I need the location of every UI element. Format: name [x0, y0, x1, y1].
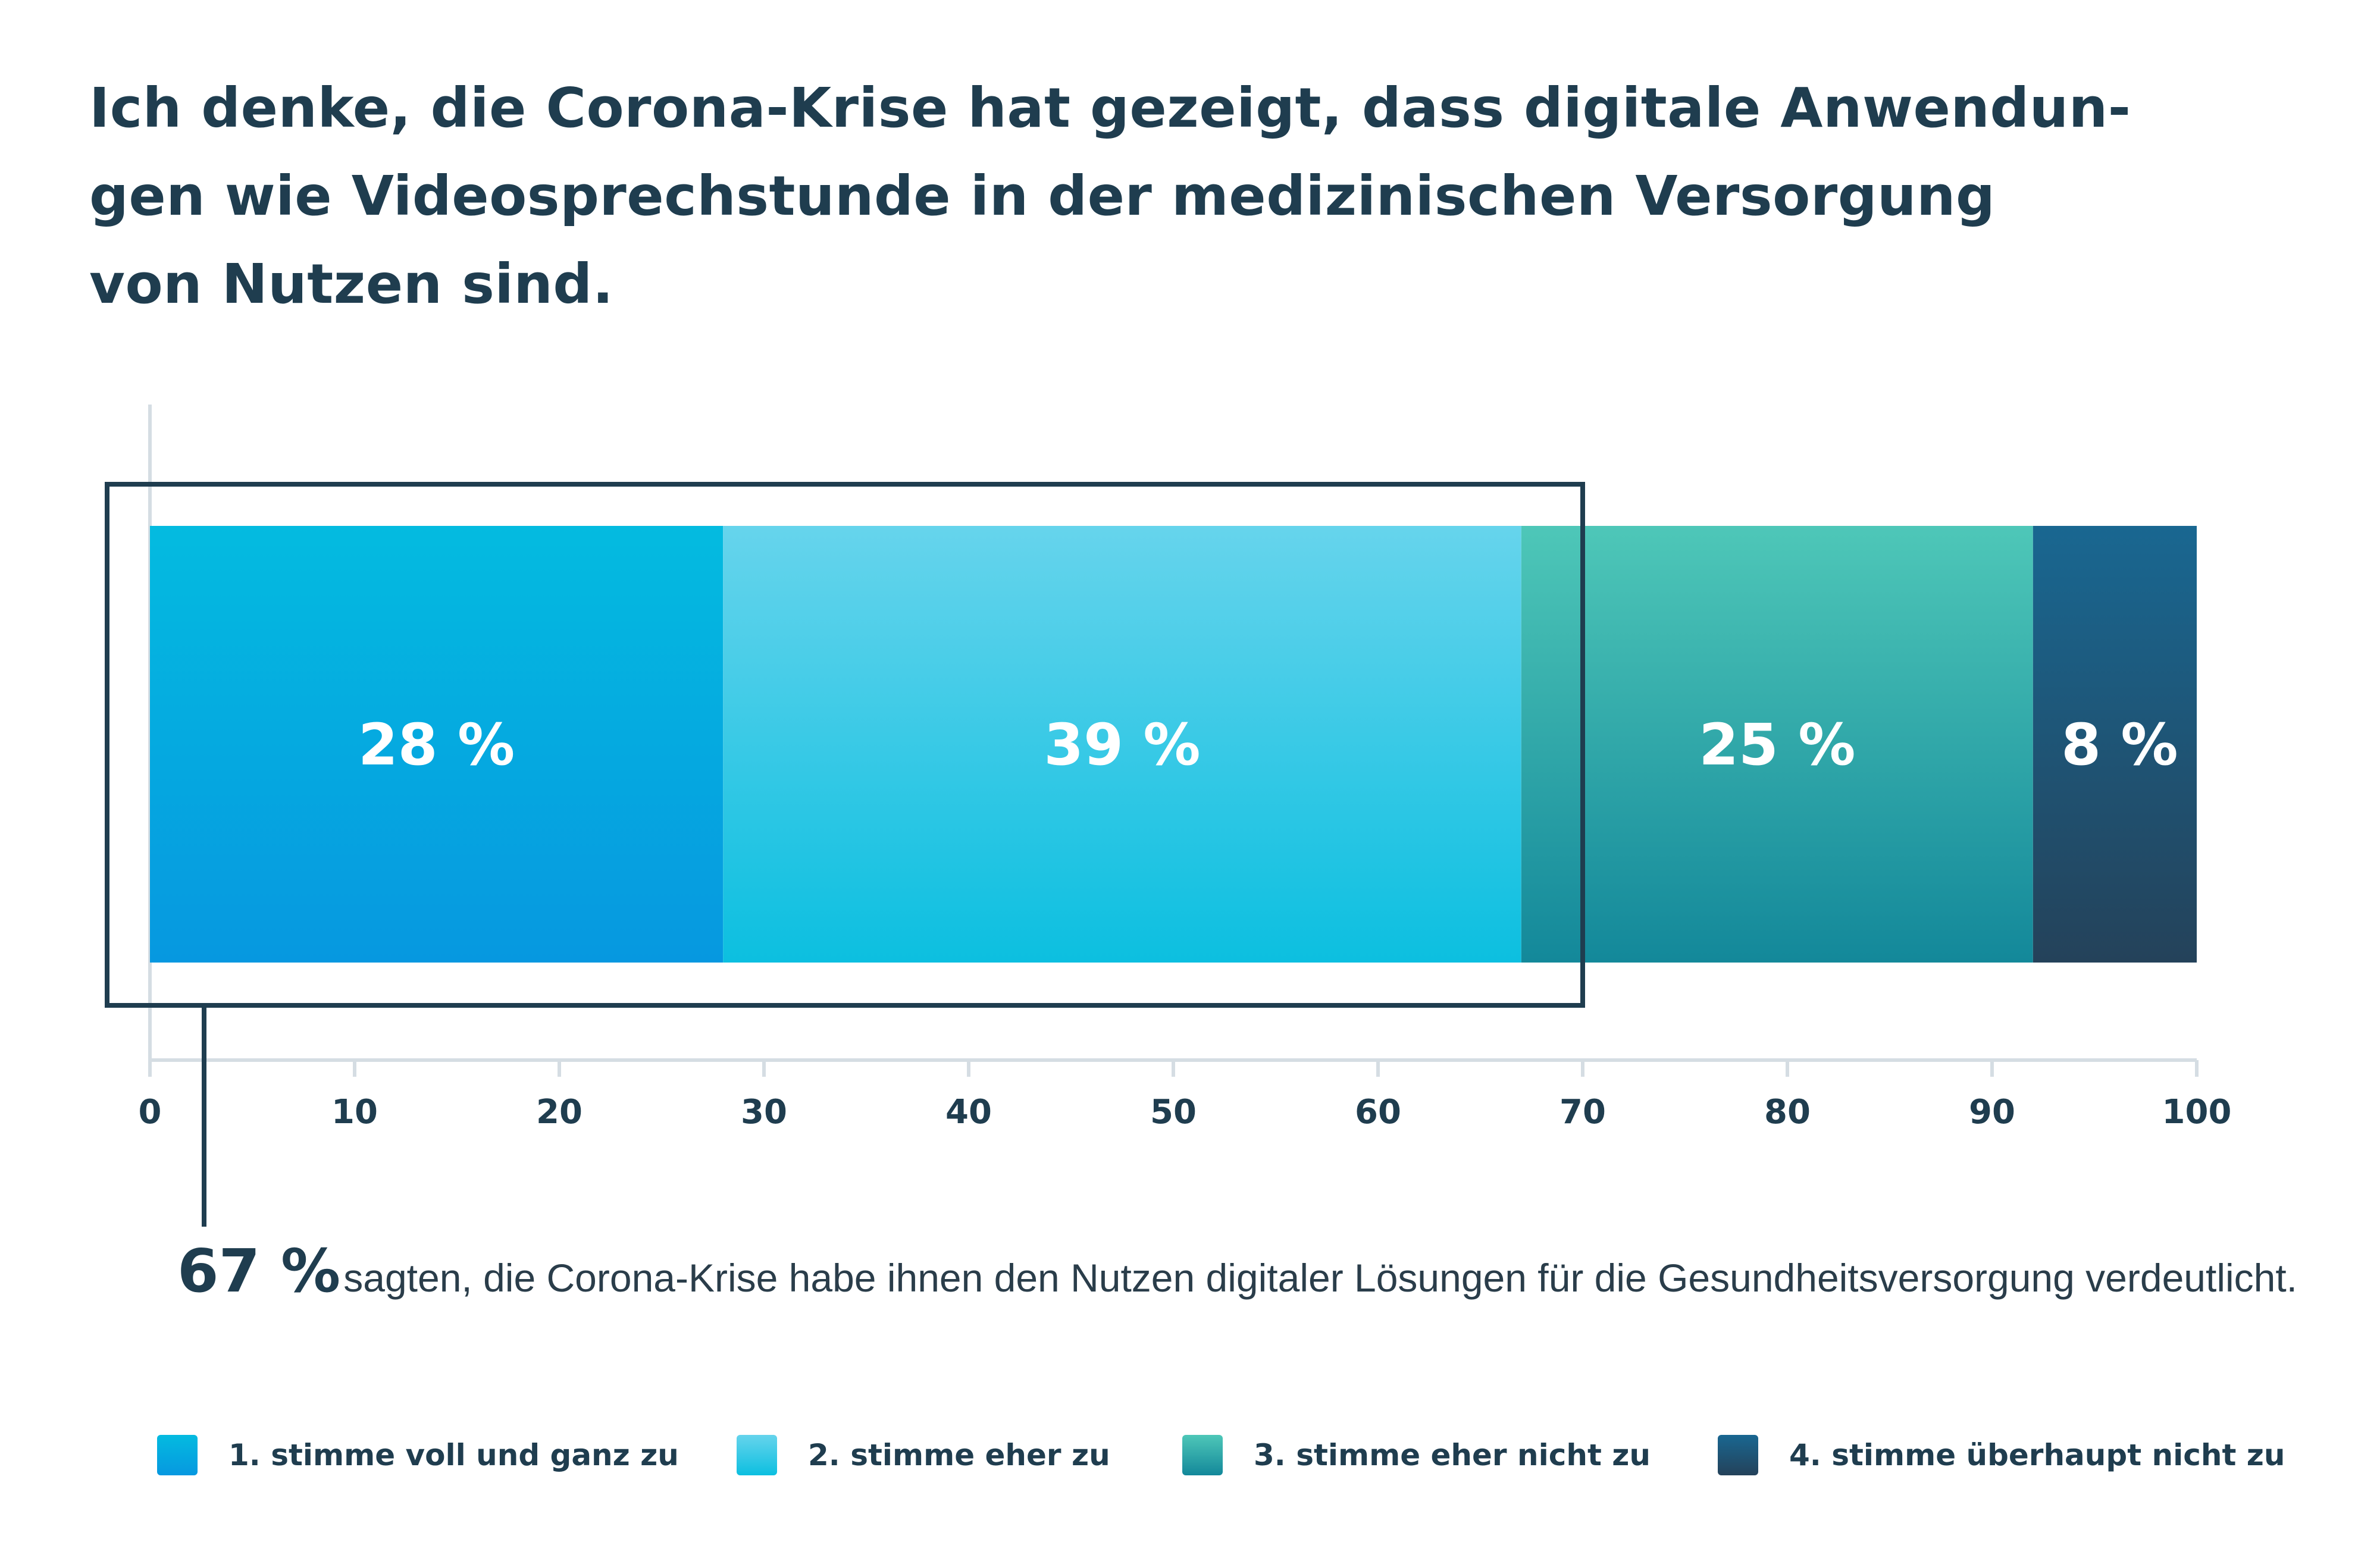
x-tick-label-80: 80 — [1764, 1093, 1811, 1131]
chart-title-line-1: Ich denke, die Corona-Krise hat gezeigt,… — [89, 76, 2131, 140]
bar-segment-2 — [723, 526, 1521, 963]
x-tick-label-0: 0 — [139, 1093, 162, 1131]
legend-swatch-2 — [737, 1435, 777, 1475]
chart-title-line-2: gen wie Videosprechstunde in der medizin… — [89, 164, 1996, 228]
legend-swatch-1 — [157, 1435, 198, 1475]
x-tick-label-90: 90 — [1969, 1093, 2015, 1131]
legend-swatch-4 — [1718, 1435, 1758, 1475]
x-tick-label-100: 100 — [2162, 1093, 2232, 1131]
bar-label-3: 25 % — [1699, 711, 1855, 778]
legend-item-3: 3. stimme eher nicht zu — [1182, 1434, 1651, 1477]
bar-label-2: 39 % — [1044, 711, 1200, 778]
bar-label-4: 8 % — [2061, 711, 2178, 778]
bar-label-1: 28 % — [358, 711, 515, 778]
x-tick-label-70: 70 — [1559, 1093, 1606, 1131]
x-tick-label-10: 10 — [331, 1093, 378, 1131]
legend-item-2: 2. stimme eher zu — [737, 1434, 1110, 1477]
summary-value: 67 % — [177, 1236, 341, 1306]
bar-segment-3 — [1521, 526, 2033, 963]
summary-text: sagten, die Corona-Krise habe ihnen den … — [343, 1256, 2298, 1300]
highlight-frame — [105, 482, 1585, 1008]
bar-segment-4 — [2033, 526, 2197, 963]
x-tick-label-40: 40 — [945, 1093, 992, 1131]
legend-swatch-3 — [1182, 1435, 1223, 1475]
x-tick-label-60: 60 — [1355, 1093, 1401, 1131]
legend-label-3: 3. stimme eher nicht zu — [1254, 1438, 1651, 1472]
legend-label-4: 4. stimme überhaupt nicht zu — [1789, 1438, 2285, 1472]
summary-callout: 67 % sagten, die Corona-Krise habe ihnen… — [177, 1236, 2297, 1306]
legend-item-1: 1. stimme voll und ganz zu — [157, 1434, 679, 1477]
legend-label-1: 1. stimme voll und ganz zu — [228, 1438, 679, 1472]
bar-segment-1 — [150, 526, 724, 963]
chart-title-line-3: von Nutzen sind. — [89, 252, 614, 316]
legend-item-4: 4. stimme überhaupt nicht zu — [1718, 1434, 2285, 1477]
legend-label-2: 2. stimme eher zu — [808, 1438, 1110, 1472]
x-tick-label-50: 50 — [1150, 1093, 1197, 1131]
x-tick-label-30: 30 — [741, 1093, 787, 1131]
x-tick-label-20: 20 — [536, 1093, 583, 1131]
